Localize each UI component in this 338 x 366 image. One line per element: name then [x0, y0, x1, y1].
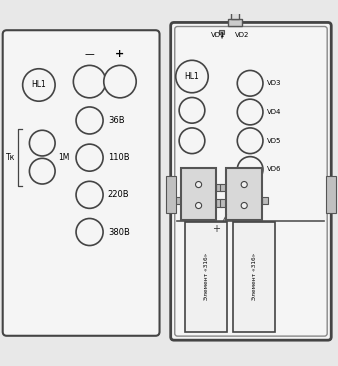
Circle shape	[237, 70, 263, 96]
Bar	[231, 0, 239, 19]
Text: +: +	[115, 49, 125, 59]
Circle shape	[29, 158, 55, 184]
Text: VD6: VD6	[267, 167, 282, 172]
Circle shape	[176, 60, 208, 93]
Text: HL1: HL1	[185, 72, 199, 81]
Bar	[185, 222, 227, 332]
Bar	[216, 199, 222, 207]
Bar	[216, 183, 222, 191]
Bar	[175, 197, 181, 205]
Bar	[228, 19, 242, 26]
Bar	[166, 176, 176, 213]
Circle shape	[29, 130, 55, 156]
Text: 36В: 36В	[108, 116, 124, 125]
Text: VD3: VD3	[267, 80, 282, 86]
Bar	[181, 168, 216, 220]
Bar	[326, 176, 336, 213]
Circle shape	[179, 128, 205, 154]
Bar	[262, 197, 268, 205]
Bar	[226, 168, 262, 220]
Text: Элемент «316»: Элемент «316»	[252, 253, 257, 300]
Circle shape	[237, 99, 263, 125]
Bar	[220, 183, 226, 191]
Circle shape	[23, 69, 55, 101]
Polygon shape	[221, 34, 223, 39]
Text: Тк: Тк	[5, 153, 15, 162]
Circle shape	[195, 202, 201, 209]
Circle shape	[179, 97, 205, 123]
Circle shape	[76, 144, 103, 171]
Text: 1М: 1М	[58, 153, 69, 162]
Circle shape	[73, 66, 106, 98]
Text: Элемент «316»: Элемент «316»	[204, 253, 209, 300]
Text: 380В: 380В	[108, 228, 130, 236]
Text: +: +	[212, 224, 220, 234]
Circle shape	[76, 219, 103, 246]
FancyBboxPatch shape	[3, 30, 160, 336]
Bar	[233, 222, 275, 332]
Text: VD1: VD1	[211, 32, 225, 38]
Circle shape	[195, 182, 201, 188]
Text: —: —	[85, 49, 94, 59]
Text: VD4: VD4	[267, 109, 282, 115]
FancyBboxPatch shape	[171, 22, 331, 340]
Circle shape	[237, 157, 263, 182]
Circle shape	[241, 182, 247, 188]
Text: 110В: 110В	[108, 153, 129, 162]
Circle shape	[76, 107, 103, 134]
Circle shape	[76, 181, 103, 208]
Text: 220В: 220В	[108, 190, 129, 199]
Text: VD5: VD5	[267, 138, 282, 144]
Circle shape	[237, 128, 263, 154]
Bar	[219, 30, 224, 34]
Circle shape	[241, 202, 247, 209]
Text: HL1: HL1	[31, 81, 46, 89]
Circle shape	[104, 66, 136, 98]
Text: VD2: VD2	[235, 32, 249, 38]
Bar	[220, 199, 226, 207]
